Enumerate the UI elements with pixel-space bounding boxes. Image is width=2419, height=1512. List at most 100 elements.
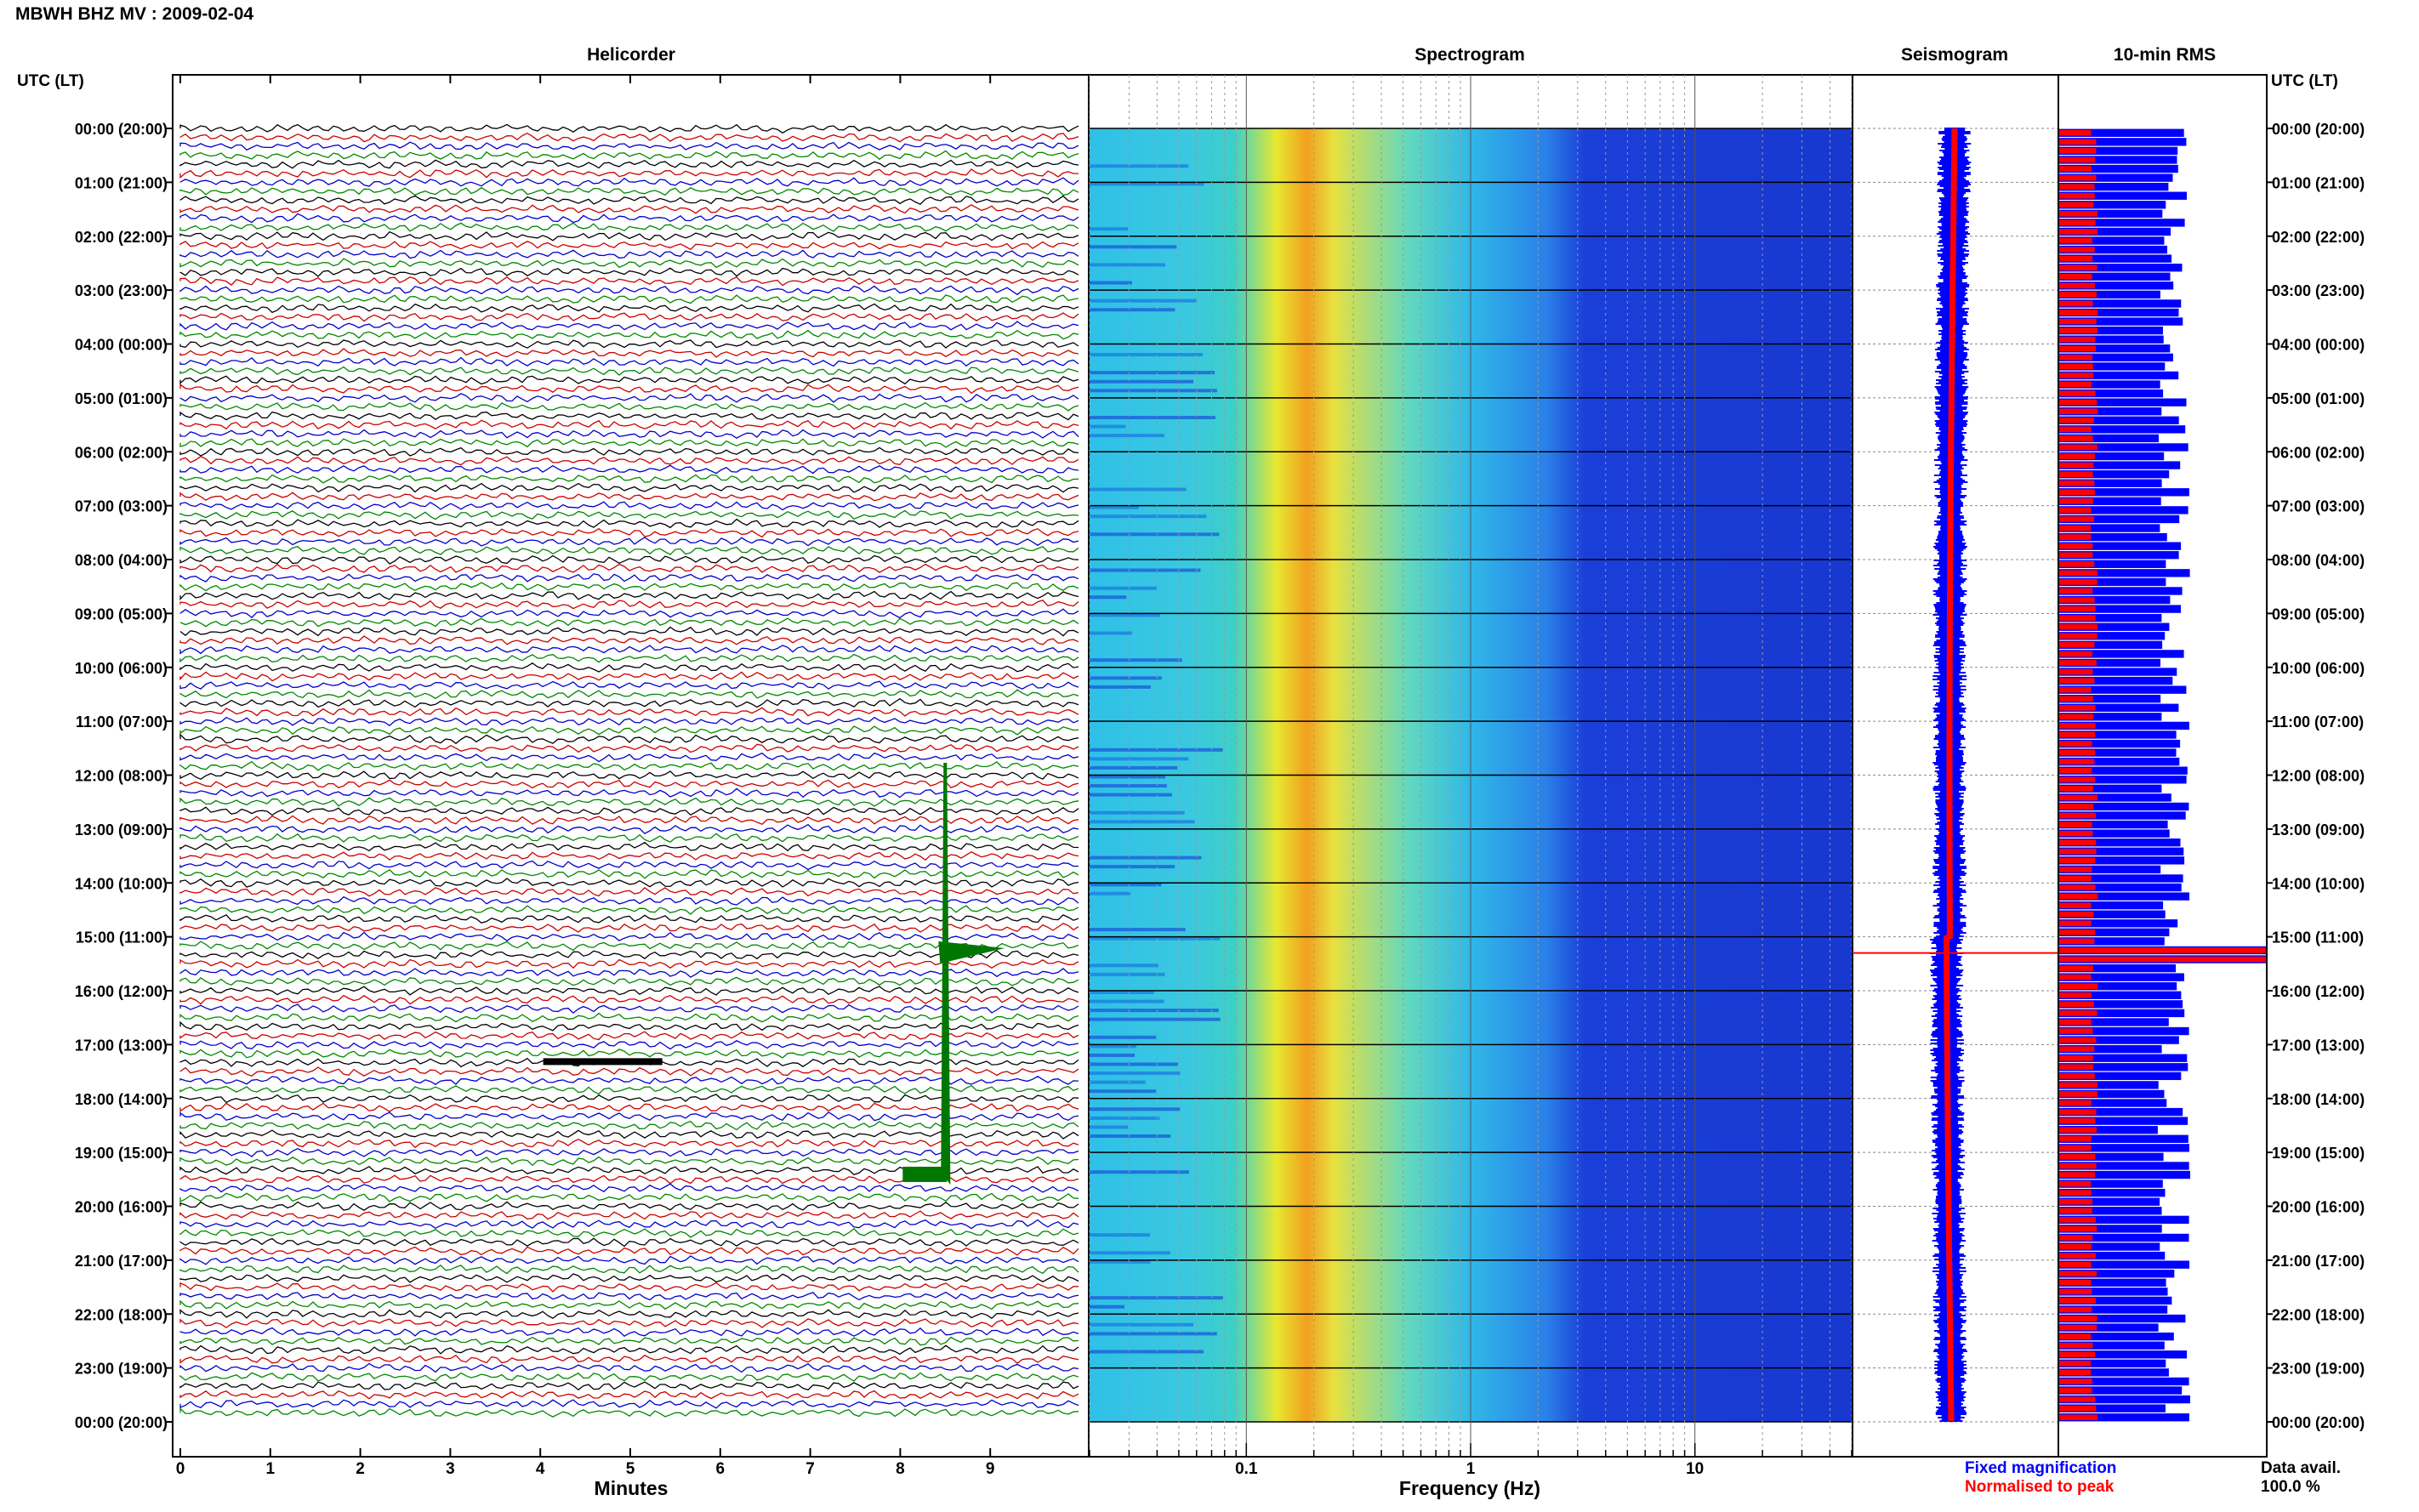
- rms-bar-normalised: [2059, 938, 2095, 945]
- helicorder-trace: [179, 1138, 1079, 1149]
- helicorder-trace: [179, 841, 1079, 852]
- spectrogram-stripe: [1090, 1170, 1189, 1174]
- helicorder-trace: [179, 994, 1079, 1005]
- rms-bar-normalised: [2059, 1208, 2092, 1214]
- rms-bar-normalised: [2059, 902, 2092, 908]
- helicorder-trace: [179, 680, 1079, 691]
- rms-bar-normalised: [2059, 1019, 2092, 1026]
- helicorder-trace: [179, 895, 1079, 906]
- y-tick-label-left: 22:00 (18:00): [75, 1306, 168, 1323]
- rms-bar-normalised: [2059, 579, 2097, 585]
- helicorder-trace: [179, 150, 1079, 161]
- rms-bar-fixed: [2059, 676, 2173, 685]
- rms-bar-fixed: [2059, 703, 2179, 712]
- rms-bar-normalised: [2059, 633, 2097, 639]
- rms-bar-normalised: [2059, 794, 2098, 801]
- rms-bar-normalised: [2059, 731, 2096, 738]
- rms-bar-normalised: [2059, 1172, 2096, 1178]
- rms-bar-fixed: [2059, 1242, 2160, 1251]
- rms-bar-fixed: [2059, 1018, 2169, 1026]
- helicorder-event-wavelet: [543, 1058, 663, 1066]
- y-tick-label-right: 03:00 (23:00): [2272, 282, 2365, 299]
- rms-bar-fixed: [2059, 156, 2177, 164]
- rms-bar-normalised: [2059, 1298, 2096, 1304]
- rms-bar-fixed: [2059, 407, 2162, 416]
- rms-bar-fixed: [2059, 1207, 2162, 1215]
- rms-bar-normalised: [2059, 192, 2095, 199]
- rms-bar-normalised: [2059, 1387, 2092, 1394]
- spectrogram-stripe: [1090, 757, 1189, 761]
- rms-bar-fixed: [2059, 1305, 2168, 1314]
- y-tick-label-right: 23:00 (19:00): [2272, 1361, 2365, 1378]
- seismogram-normalised-trace: [1944, 128, 1958, 1421]
- rms-bar-normalised: [2059, 1270, 2097, 1276]
- rms-bar-fixed: [2059, 577, 2166, 587]
- rms-bar-fixed: [2059, 1332, 2174, 1341]
- rms-bar-fixed: [2059, 227, 2171, 236]
- y-tick-label-right: 02:00 (22:00): [2272, 229, 2365, 246]
- helicorder-trace: [179, 1012, 1079, 1023]
- rms-panel: [2058, 74, 2268, 1458]
- y-tick-label-left: 18:00 (14:00): [75, 1091, 168, 1108]
- rms-bar-fixed: [2059, 272, 2171, 281]
- helicorder-trace: [179, 1282, 1079, 1293]
- helicorder-trace: [179, 545, 1079, 555]
- rms-bar-normalised: [2059, 327, 2098, 333]
- spectrogram-stripe: [1090, 865, 1175, 869]
- rms-bar-normalised: [2059, 920, 2092, 927]
- y-tick-label-right: 04:00 (00:00): [2272, 337, 2365, 354]
- rms-bar-normalised: [2059, 453, 2095, 459]
- rms-bar-fixed: [2059, 802, 2189, 811]
- helicorder-trace: [179, 204, 1079, 214]
- helicorder-trace: [179, 752, 1079, 763]
- legend-fixed: Fixed magnification: [1965, 1459, 2116, 1477]
- y-tick-label-right: 07:00 (03:00): [2272, 498, 2365, 515]
- rms-bar-normalised: [2059, 1109, 2097, 1115]
- seismogram-panel: [1852, 74, 2059, 1458]
- helicorder-trace: [179, 1102, 1079, 1112]
- helicorder-events: [543, 762, 1005, 1185]
- helicorder-trace: [179, 878, 1079, 888]
- rms-bar-normalised: [2059, 498, 2093, 504]
- y-tick-label-right: 15:00 (11:00): [2272, 929, 2364, 946]
- rms-bar-fixed: [2059, 748, 2177, 757]
- helicorder-trace: [179, 383, 1079, 395]
- helicorder-trace: [179, 429, 1079, 439]
- rms-bar-fixed: [2059, 1278, 2166, 1287]
- right-axis-label: UTC (LT): [2271, 72, 2338, 90]
- rms-bar-fixed: [2059, 1359, 2166, 1368]
- spectrogram-stripe: [1090, 298, 1197, 303]
- rms-bar-normalised: [2059, 255, 2093, 262]
- rms-bar-fixed: [2059, 1000, 2183, 1009]
- helicorder-trace: [179, 582, 1079, 592]
- helicorder-x-tick-label: 2: [356, 1460, 365, 1478]
- helicorder-trace: [179, 914, 1079, 924]
- y-tick-label-left: 23:00 (19:00): [75, 1361, 168, 1378]
- rms-bar-normalised: [2059, 1261, 2092, 1268]
- rms-bar-normalised: [2059, 956, 2266, 963]
- rms-bar-fixed: [2059, 1215, 2189, 1225]
- rms-bar-normalised: [2059, 184, 2095, 190]
- helicorder-trace: [179, 401, 1079, 412]
- rms-bar-normalised: [2059, 615, 2096, 621]
- helicorder-trace: [179, 312, 1079, 322]
- rms-bar-fixed: [2059, 1404, 2166, 1413]
- helicorder-trace: [179, 573, 1079, 583]
- helicorder-trace: [179, 393, 1079, 403]
- spectrogram-stripe: [1090, 568, 1201, 572]
- spectrogram-stripe: [1090, 991, 1154, 994]
- spectrogram-stripe: [1090, 227, 1129, 231]
- rms-bar-normalised: [2059, 804, 2094, 810]
- helicorder-x-tick-label: 5: [626, 1460, 635, 1478]
- left-axis-label: UTC (LT): [17, 72, 84, 90]
- rms-bar-normalised: [2059, 849, 2097, 855]
- spectrogram-stripe: [1090, 855, 1202, 860]
- helicorder-trace: [179, 411, 1079, 421]
- helicorder-x-tick-label: 3: [446, 1460, 455, 1478]
- helicorder-trace: [179, 446, 1079, 457]
- helicorder-trace: [179, 787, 1079, 799]
- rms-bar-fixed: [2059, 560, 2166, 568]
- rms-bar-normalised: [2059, 1180, 2092, 1187]
- spectrogram-stripe: [1090, 164, 1189, 168]
- rms-bar-fixed: [2059, 371, 2179, 380]
